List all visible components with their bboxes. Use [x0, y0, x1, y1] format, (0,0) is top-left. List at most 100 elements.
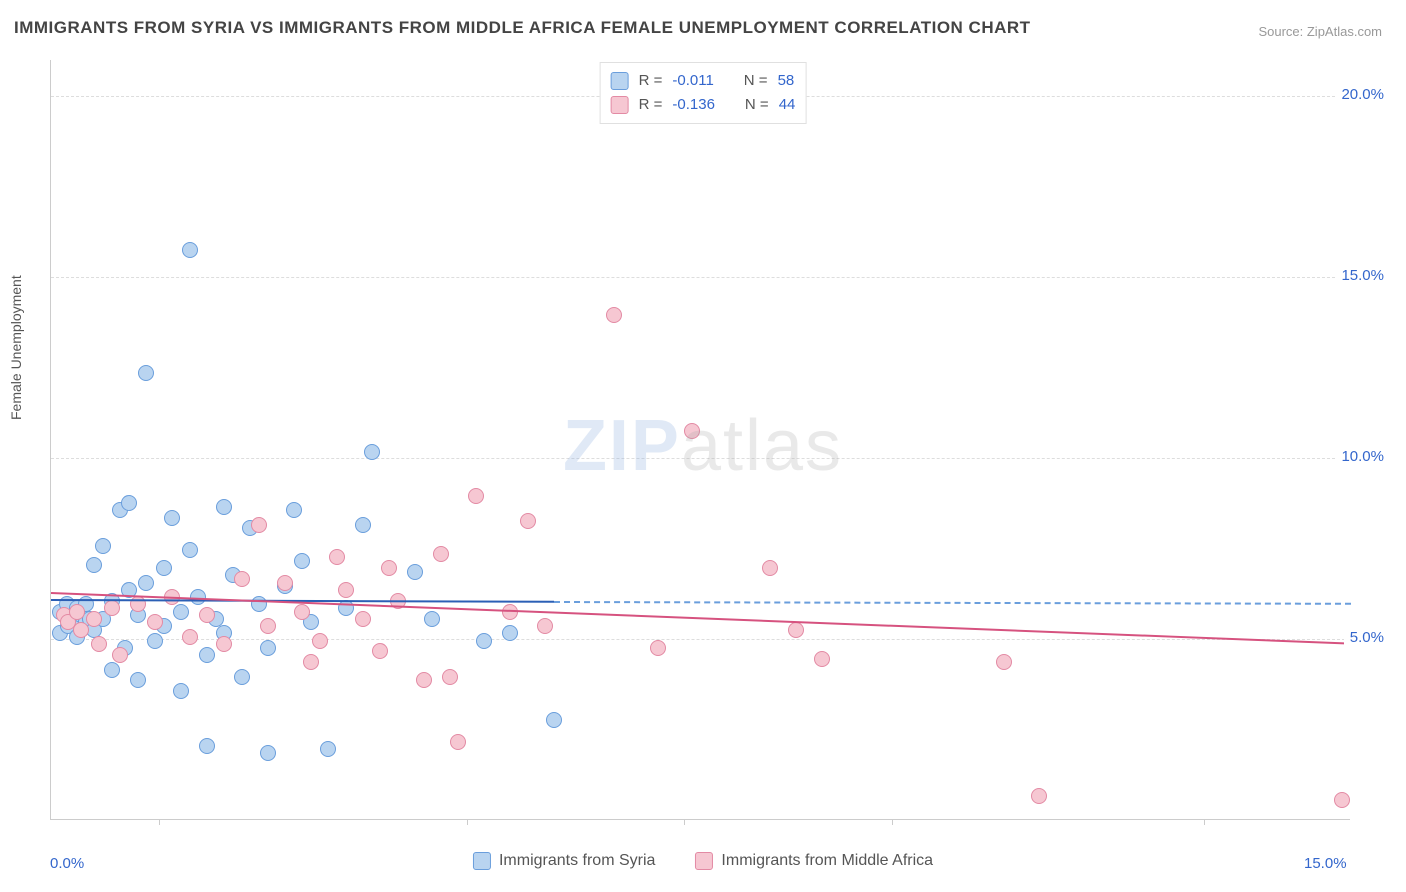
x-tick — [467, 819, 468, 825]
legend-correlation-row: R = -0.011 N = 58 — [611, 69, 796, 93]
gridline — [51, 458, 1350, 459]
y-axis-label: Female Unemployment — [8, 275, 24, 420]
data-point — [260, 640, 276, 656]
data-point — [650, 640, 666, 656]
data-point — [216, 499, 232, 515]
data-point — [234, 571, 250, 587]
data-point — [277, 575, 293, 591]
legend-correlation-box: R = -0.011 N = 58R = -0.136 N = 44 — [600, 62, 807, 124]
data-point — [182, 542, 198, 558]
legend-series-item: Immigrants from Middle Africa — [695, 852, 933, 870]
data-point — [182, 629, 198, 645]
y-tick-label: 10.0% — [1335, 448, 1390, 465]
data-point — [372, 643, 388, 659]
trend-line-dashed — [554, 601, 1351, 605]
data-point — [260, 745, 276, 761]
data-point — [355, 517, 371, 533]
x-tick-label: 0.0% — [50, 855, 84, 872]
data-point — [814, 651, 830, 667]
data-point — [303, 654, 319, 670]
data-point — [381, 560, 397, 576]
stat-r-value: -0.136 — [672, 93, 715, 117]
y-tick-label: 15.0% — [1335, 267, 1390, 284]
data-point — [138, 365, 154, 381]
data-point — [173, 683, 189, 699]
data-point — [502, 625, 518, 641]
data-point — [1031, 788, 1047, 804]
data-point — [320, 741, 336, 757]
legend-swatch — [611, 72, 629, 90]
data-point — [199, 738, 215, 754]
data-point — [130, 672, 146, 688]
data-point — [182, 242, 198, 258]
data-point — [294, 553, 310, 569]
data-point — [312, 633, 328, 649]
data-point — [112, 647, 128, 663]
legend-series-label: Immigrants from Syria — [499, 852, 655, 870]
data-point — [251, 517, 267, 533]
data-point — [260, 618, 276, 634]
legend-series-item: Immigrants from Syria — [473, 852, 655, 870]
data-point — [450, 734, 466, 750]
data-point — [147, 614, 163, 630]
data-point — [476, 633, 492, 649]
data-point — [546, 712, 562, 728]
data-point — [95, 538, 111, 554]
data-point — [104, 662, 120, 678]
data-point — [216, 636, 232, 652]
stat-n-label: N = — [744, 69, 768, 93]
data-point — [407, 564, 423, 580]
data-point — [433, 546, 449, 562]
data-point — [684, 423, 700, 439]
data-point — [73, 622, 89, 638]
stat-r-label: R = — [639, 93, 663, 117]
data-point — [996, 654, 1012, 670]
data-point — [606, 307, 622, 323]
x-tick-label: 15.0% — [1304, 855, 1347, 872]
x-tick — [1204, 819, 1205, 825]
data-point — [364, 444, 380, 460]
legend-swatch — [611, 96, 629, 114]
chart-title: IMMIGRANTS FROM SYRIA VS IMMIGRANTS FROM… — [14, 18, 1031, 38]
data-point — [69, 604, 85, 620]
source-attribution: Source: ZipAtlas.com — [1258, 24, 1382, 39]
trend-line — [51, 592, 1351, 645]
data-point — [199, 647, 215, 663]
plot-area — [50, 60, 1350, 820]
data-point — [338, 582, 354, 598]
data-point — [788, 622, 804, 638]
data-point — [329, 549, 345, 565]
x-tick — [684, 819, 685, 825]
y-tick-label: 5.0% — [1344, 629, 1390, 646]
data-point — [156, 560, 172, 576]
data-point — [537, 618, 553, 634]
data-point — [173, 604, 189, 620]
data-point — [104, 600, 120, 616]
stat-n-value: 44 — [779, 93, 796, 117]
data-point — [164, 510, 180, 526]
data-point — [355, 611, 371, 627]
data-point — [234, 669, 250, 685]
x-tick — [159, 819, 160, 825]
data-point — [121, 495, 137, 511]
legend-swatch — [473, 852, 491, 870]
y-tick-label: 20.0% — [1335, 86, 1390, 103]
data-point — [286, 502, 302, 518]
data-point — [86, 611, 102, 627]
gridline — [51, 277, 1350, 278]
stat-r-value: -0.011 — [672, 69, 713, 93]
data-point — [294, 604, 310, 620]
data-point — [199, 607, 215, 623]
data-point — [468, 488, 484, 504]
data-point — [424, 611, 440, 627]
data-point — [762, 560, 778, 576]
data-point — [147, 633, 163, 649]
legend-series: Immigrants from Syria Immigrants from Mid… — [473, 852, 933, 870]
data-point — [91, 636, 107, 652]
stat-r-label: R = — [639, 69, 663, 93]
legend-series-label: Immigrants from Middle Africa — [721, 852, 933, 870]
stat-n-value: 58 — [778, 69, 795, 93]
gridline — [51, 639, 1350, 640]
data-point — [442, 669, 458, 685]
data-point — [138, 575, 154, 591]
